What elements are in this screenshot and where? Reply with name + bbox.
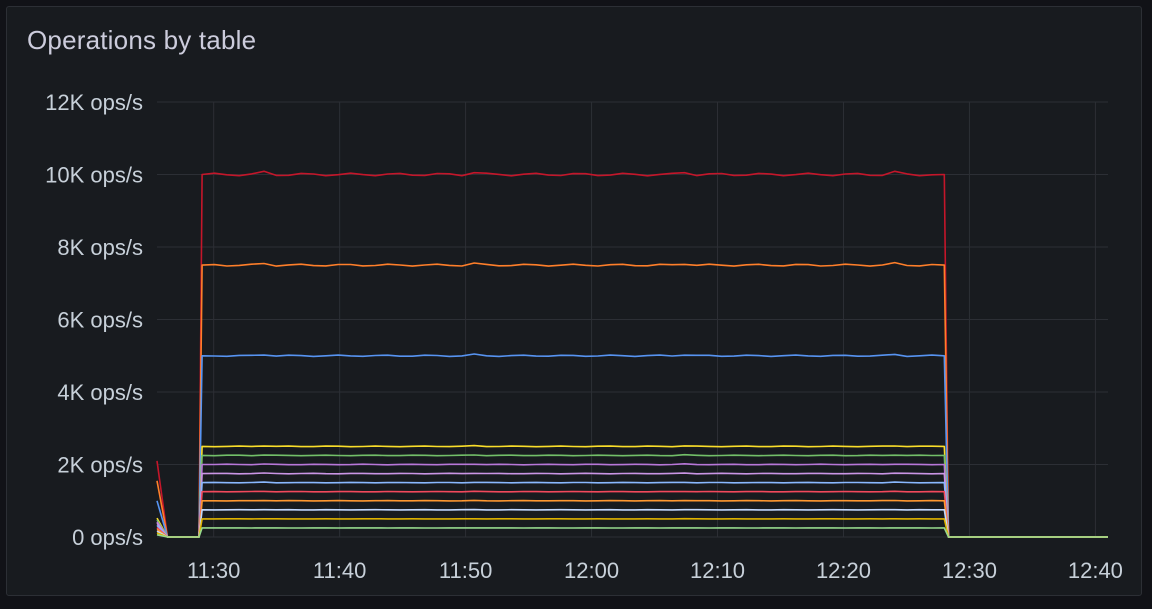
series-line [156,481,1108,538]
x-tick-label: 12:20 [816,558,871,583]
y-tick-label: 8K ops/s [57,235,143,260]
y-tick-label: 2K ops/s [57,453,143,478]
x-tick-label: 11:30 [187,558,240,583]
grid [157,101,1108,538]
x-tick-label: 11:40 [313,558,366,583]
y-tick-label: 6K ops/s [57,308,143,333]
y-tick-label: 12K ops/s [45,90,143,115]
chart-panel: Operations by table [6,6,1142,596]
series-line [156,444,1108,538]
x-tick-label: 12:30 [942,558,997,583]
series-line [156,527,1108,538]
y-tick-label: 10K ops/s [45,163,143,188]
series-line [156,517,1108,538]
series-line [156,499,1108,538]
panel-title: Operations by table [27,25,257,55]
series-line [156,261,1108,538]
series-line [156,453,1108,538]
x-tick-label: 12:10 [690,558,745,583]
series-line [156,463,1108,538]
series-line [156,170,1108,538]
y-axis: 0 ops/s 2K ops/s 4K ops/s 6K ops/s 8K ops/s 1… [45,90,143,550]
y-tick-label: 0 ops/s [72,525,143,550]
x-tick-label: 12:00 [564,558,619,583]
series-lines [156,170,1108,538]
y-tick-label: 4K ops/s [57,380,143,405]
series-line [156,353,1108,538]
series-line [156,508,1108,538]
x-axis: 11:30 11:40 11:50 12:00 12:10 12:20 12:30 12:40 [187,558,1123,583]
series-line [156,472,1108,538]
x-tick-label: 11:50 [439,558,492,583]
x-tick-label: 12:40 [1068,558,1123,583]
series-line [156,490,1108,538]
